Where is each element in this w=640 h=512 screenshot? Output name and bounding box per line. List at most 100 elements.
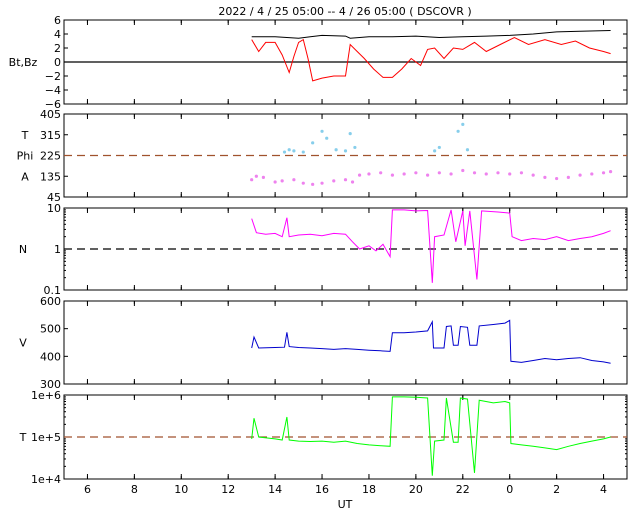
x-tick-label: 4 (600, 483, 607, 496)
y-tick-label: 0 (54, 56, 61, 69)
y-tick-label: 1e+4 (31, 473, 61, 486)
data-point (273, 180, 277, 184)
y-tick-label: 300 (40, 378, 61, 391)
data-point (320, 181, 324, 185)
panel-label: T (19, 431, 27, 444)
data-point (301, 181, 305, 185)
x-tick-label: 14 (268, 483, 282, 496)
x-tick-label: 22 (456, 483, 470, 496)
x-tick-label: 20 (409, 483, 423, 496)
series-theta-points (282, 122, 470, 154)
data-point (601, 171, 606, 175)
series-bt-line (251, 30, 611, 39)
x-tick-label: 10 (174, 483, 188, 496)
data-point (367, 172, 371, 176)
data-point (472, 171, 477, 175)
y-tick-label: −6 (45, 98, 61, 111)
data-point (437, 171, 441, 175)
data-point (332, 179, 336, 183)
data-point (350, 180, 355, 184)
y-tick-label: −2 (45, 70, 61, 83)
data-point (343, 178, 348, 182)
data-point (301, 150, 305, 154)
data-point (311, 182, 315, 186)
series-v-line (251, 319, 611, 364)
panel-speed: 600 500 400 300 V (19, 295, 628, 391)
data-point (414, 171, 418, 175)
panel-label: V (19, 337, 27, 350)
panel-angles: 405 315 225 135 45 T Phi A (17, 108, 628, 204)
data-point (496, 171, 500, 175)
data-point (519, 171, 524, 175)
data-point (353, 145, 357, 150)
y-tick-label: 405 (40, 108, 61, 121)
data-point (608, 170, 613, 174)
y-tick-label: 45 (47, 191, 61, 204)
series-t-line (251, 396, 611, 476)
data-point (390, 173, 395, 177)
data-point (348, 131, 352, 136)
series-phi-points (250, 168, 613, 186)
data-point (531, 173, 535, 177)
data-point (343, 149, 348, 153)
data-point (426, 173, 430, 177)
series-bz-line (251, 36, 611, 82)
data-point (402, 172, 406, 176)
x-axis-label: UT (338, 498, 353, 511)
panel-temperature: 1e+6 1e+5 1e+4 T (19, 389, 628, 486)
data-point (437, 145, 441, 150)
series-n-line (251, 209, 611, 283)
y-tick-label: 1e+5 (31, 431, 61, 444)
y-tick-label: 2 (54, 42, 61, 55)
data-point (282, 150, 287, 154)
data-point (250, 178, 254, 182)
data-point (484, 172, 488, 176)
data-point (456, 129, 460, 133)
data-point (325, 136, 329, 140)
y-tick-label: −4 (45, 84, 61, 97)
y-tick-label: 225 (40, 150, 61, 163)
data-point (461, 168, 465, 173)
data-point (379, 171, 383, 175)
x-tick-label: 12 (221, 483, 235, 496)
y-tick-label: 4 (54, 28, 61, 41)
y-tick-label: 135 (40, 170, 61, 183)
data-point (320, 129, 324, 133)
data-point (357, 173, 362, 177)
panel-density: 10 1 0.1 N (19, 202, 628, 297)
panel-label: N (19, 243, 27, 256)
data-point (334, 148, 338, 152)
x-tick-label: 16 (315, 483, 329, 496)
data-point (287, 148, 291, 152)
data-point (555, 176, 559, 181)
x-tick-label: 0 (506, 483, 513, 496)
y-tick-label: 6 (54, 14, 61, 27)
y-tick-label: 500 (40, 323, 61, 336)
data-point (292, 149, 296, 153)
data-point (461, 122, 465, 126)
data-point (280, 179, 284, 183)
x-tick-label: 8 (131, 483, 138, 496)
panel-label: T (21, 129, 29, 142)
data-point (254, 174, 258, 178)
data-point (292, 178, 296, 182)
y-tick-label: 0.1 (44, 284, 62, 297)
chart-title: 2022 / 4 / 25 05:00 -- 4 / 26 05:00 ( DS… (218, 5, 471, 18)
x-tick-label: 18 (362, 483, 376, 496)
panel-label: Bt,Bz (9, 56, 38, 69)
panel-label: A (21, 170, 29, 183)
data-point (261, 175, 265, 180)
data-point (508, 172, 512, 176)
y-tick-label: 600 (40, 295, 61, 308)
data-point (578, 173, 582, 177)
panel-frame (63, 300, 628, 385)
data-point (449, 172, 453, 176)
data-point (465, 148, 470, 152)
data-point (590, 172, 594, 176)
y-tick-label: 400 (40, 350, 61, 363)
x-tick-label: 2 (553, 483, 560, 496)
data-point (311, 141, 315, 145)
x-tick-label: 6 (84, 483, 91, 496)
